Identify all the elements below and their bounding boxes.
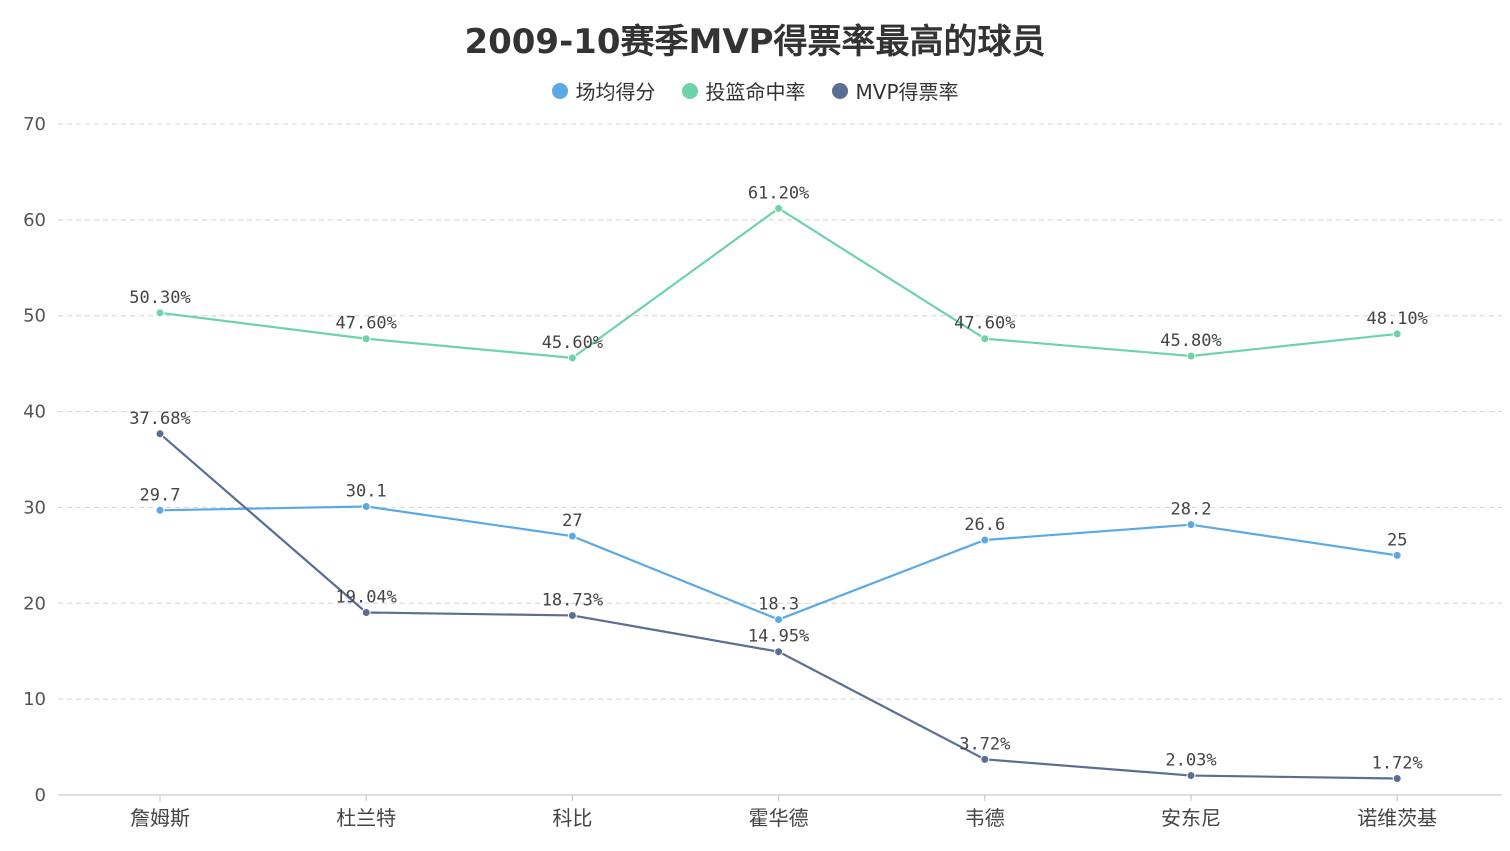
y-tick-label-2: 20 <box>23 593 46 614</box>
series-0-point-5 <box>1186 520 1196 530</box>
legend-item-0[interactable]: 场均得分 <box>551 76 656 105</box>
x-tick-label-3: 霍华德 <box>749 806 809 830</box>
y-tick-label-6: 60 <box>23 210 46 231</box>
x-tick-label-0: 詹姆斯 <box>130 806 190 830</box>
series-2-point-2 <box>567 610 577 620</box>
series-0-label-4: 26.6 <box>964 515 1005 535</box>
x-tick-label-2: 科比 <box>552 806 592 830</box>
series-2-label-5: 2.03% <box>1165 751 1216 771</box>
series-1-label-4: 47.60% <box>954 314 1015 334</box>
legend-marker-2 <box>831 82 848 99</box>
series-2-label-4: 3.72% <box>959 734 1010 754</box>
legend-label-1: 投篮命中率 <box>705 80 806 104</box>
series-0-point-1 <box>361 501 371 511</box>
x-tick-label-1: 杜兰特 <box>336 806 396 830</box>
x-tick-label-4: 韦德 <box>965 806 1005 830</box>
legend-item-2[interactable]: MVP得票率 <box>831 76 959 105</box>
series-0-label-3: 18.3 <box>758 595 799 615</box>
x-tick-label-5: 安东尼 <box>1161 806 1221 830</box>
legend-marker-1 <box>681 82 698 99</box>
series-0-point-2 <box>567 531 577 541</box>
series-1-point-5 <box>1186 351 1196 361</box>
y-tick-label-5: 50 <box>23 306 46 327</box>
y-tick-label-4: 40 <box>23 402 46 423</box>
legend-label-2: MVP得票率 <box>855 80 959 104</box>
series-0-label-6: 25 <box>1387 530 1407 550</box>
series-0-point-0 <box>155 505 165 515</box>
series-2-point-0 <box>155 429 165 439</box>
series-0-point-4 <box>980 535 990 545</box>
legend-label-0: 场均得分 <box>575 80 656 104</box>
series-1-point-1 <box>361 334 371 344</box>
series-2-label-2: 18.73% <box>542 590 603 610</box>
series-2-label-0: 37.68% <box>129 409 190 429</box>
series-1-point-6 <box>1392 329 1402 339</box>
series-1-label-5: 45.80% <box>1160 331 1221 351</box>
y-tick-label-7: 70 <box>23 114 46 135</box>
y-tick-label-0: 0 <box>35 785 46 806</box>
legend: 场均得分 投篮命中率 MVP得票率 <box>0 76 1510 105</box>
series-0-label-0: 29.7 <box>140 485 181 505</box>
y-tick-label-1: 10 <box>23 689 46 710</box>
series-2-point-3 <box>774 647 784 657</box>
series-2-point-1 <box>361 607 371 617</box>
series-2-point-6 <box>1392 774 1402 784</box>
y-tick-label-3: 30 <box>23 497 46 518</box>
series-1-point-0 <box>155 308 165 318</box>
series-2-label-3: 14.95% <box>748 627 809 647</box>
series-2-label-1: 19.04% <box>335 587 396 607</box>
series-1-point-2 <box>567 353 577 363</box>
series-1-label-1: 47.60% <box>335 314 396 334</box>
series-2-label-6: 1.72% <box>1372 754 1423 774</box>
series-2-point-5 <box>1186 771 1196 781</box>
series-1-point-4 <box>980 334 990 344</box>
series-2-point-4 <box>980 754 990 764</box>
series-1-label-3: 61.20% <box>748 183 809 203</box>
series-0-label-1: 30.1 <box>346 481 387 501</box>
series-1-label-6: 48.10% <box>1366 309 1427 329</box>
x-tick-label-6: 诺维茨基 <box>1357 806 1437 830</box>
series-0-point-3 <box>774 615 784 625</box>
series-0-label-2: 27 <box>562 511 582 531</box>
series-1-label-0: 50.30% <box>129 288 190 308</box>
series-0-label-5: 28.2 <box>1171 500 1212 520</box>
series-1-point-3 <box>774 203 784 213</box>
legend-marker-0 <box>551 82 568 99</box>
legend-item-1[interactable]: 投篮命中率 <box>681 76 806 105</box>
series-1-label-2: 45.60% <box>542 333 603 353</box>
series-0-point-6 <box>1392 550 1402 560</box>
chart-title: 2009-10赛季MVP得票率最高的球员 <box>464 22 1046 62</box>
